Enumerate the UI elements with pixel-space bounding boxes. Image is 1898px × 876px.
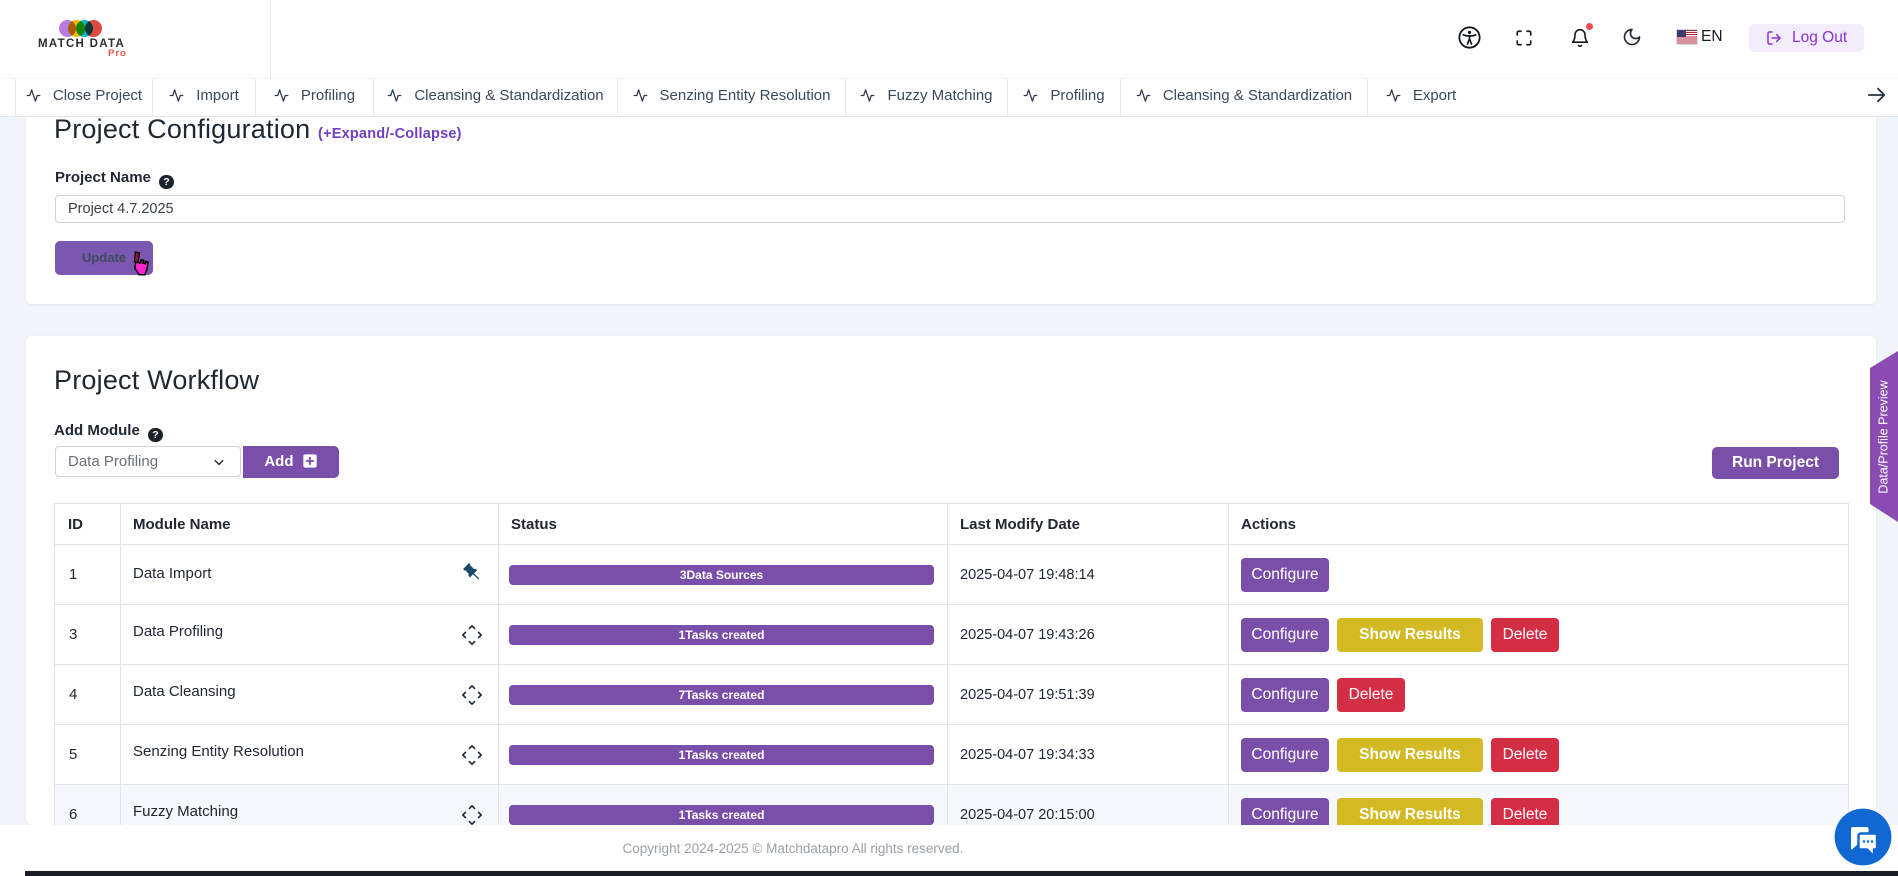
svg-text:Data/Profile Preview: Data/Profile Preview <box>1876 379 1890 493</box>
